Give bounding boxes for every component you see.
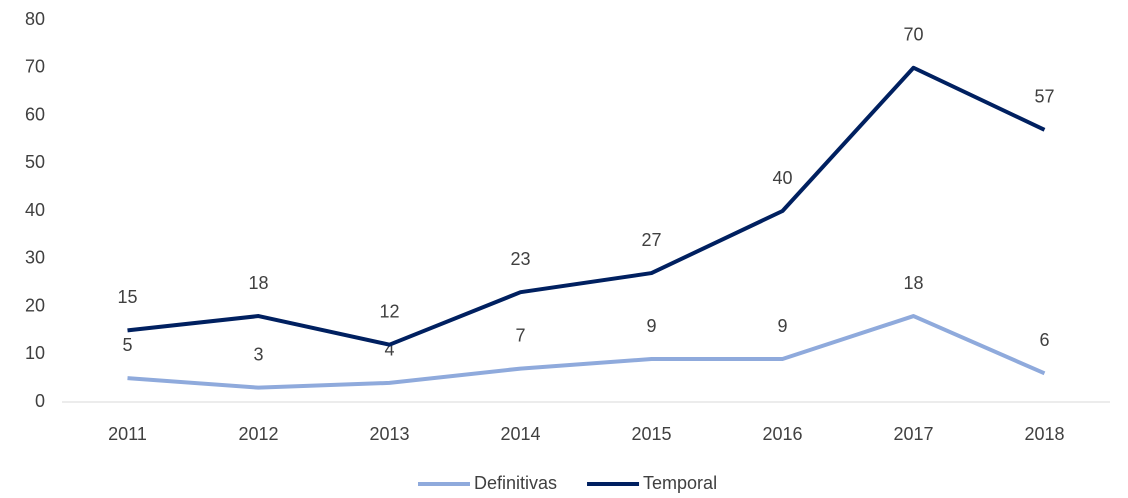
legend-label: Temporal	[643, 473, 717, 493]
data-label: 18	[248, 273, 268, 293]
y-tick-label: 10	[25, 343, 45, 363]
data-label: 3	[253, 344, 263, 364]
series-line	[127, 65, 1046, 347]
y-tick-label: 60	[25, 104, 45, 124]
data-label: 12	[379, 301, 399, 321]
x-tick-label: 2015	[631, 424, 671, 444]
y-tick-label: 40	[25, 200, 45, 220]
x-tick-label: 2014	[500, 424, 540, 444]
data-label: 5	[122, 335, 132, 355]
data-label: 18	[903, 273, 923, 293]
data-label: 9	[777, 316, 787, 336]
data-label: 9	[646, 316, 656, 336]
x-tick-label: 2016	[762, 424, 802, 444]
y-tick-label: 0	[35, 391, 45, 411]
y-tick-label: 70	[25, 57, 45, 77]
data-label: 4	[384, 340, 394, 360]
data-label: 23	[510, 249, 530, 269]
x-tick-label: 2013	[369, 424, 409, 444]
data-label: 27	[641, 230, 661, 250]
data-label: 70	[903, 25, 923, 45]
y-tick-label: 80	[25, 9, 45, 29]
data-label: 6	[1039, 330, 1049, 350]
series-line	[127, 314, 1046, 390]
y-tick-label: 50	[25, 152, 45, 172]
y-tick-label: 30	[25, 248, 45, 268]
data-label: 57	[1034, 87, 1054, 107]
legend-label: Definitivas	[474, 473, 557, 493]
x-tick-label: 2018	[1024, 424, 1064, 444]
data-label: 40	[772, 168, 792, 188]
data-label: 15	[117, 287, 137, 307]
data-label: 7	[515, 325, 525, 345]
x-tick-label: 2011	[108, 424, 147, 444]
y-tick-label: 20	[25, 295, 45, 315]
x-tick-label: 2012	[238, 424, 278, 444]
x-tick-label: 2017	[893, 424, 933, 444]
